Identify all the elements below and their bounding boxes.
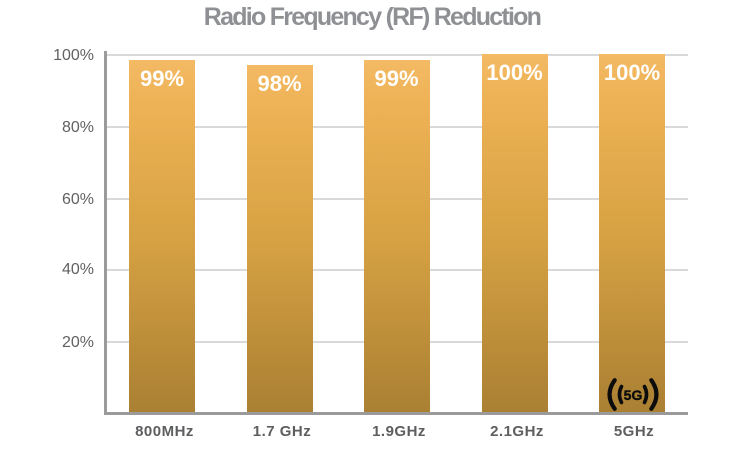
svg-text:5G: 5G — [624, 387, 643, 403]
